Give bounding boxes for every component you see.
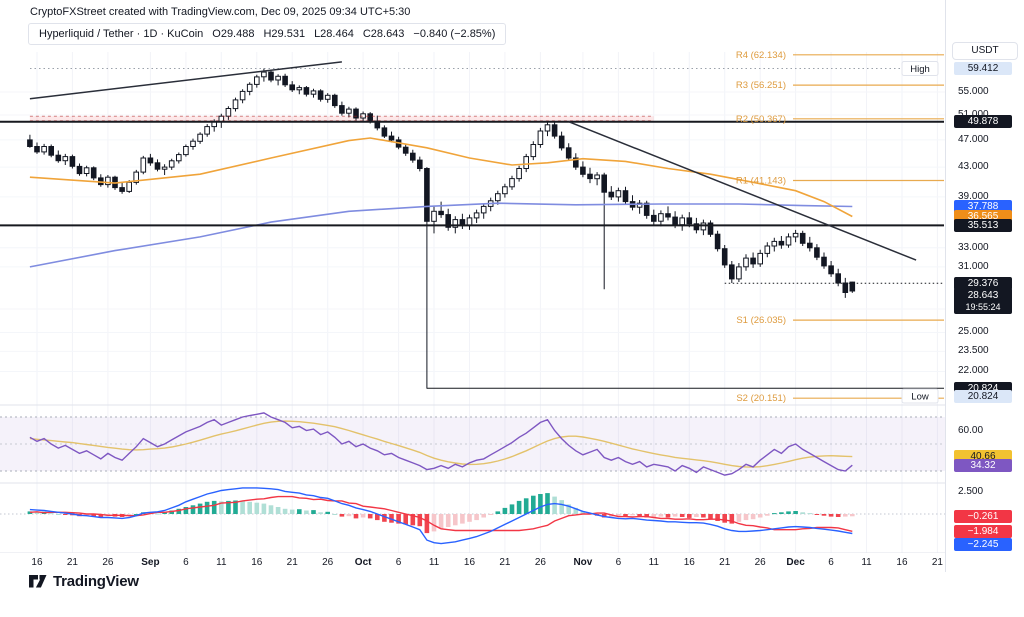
time-axis-label: 11 — [428, 557, 440, 568]
macd-histogram — [27, 493, 855, 534]
axis-price-tag: 35.513 — [954, 218, 1012, 232]
symbol-toolbar[interactable]: Hyperliquid / Tether · 1D · KuCoin O29.4… — [28, 23, 507, 45]
time-axis-label: 26 — [102, 557, 114, 568]
time-axis-label: 11 — [648, 557, 660, 568]
axis-price-tag: −0.261 — [954, 509, 1012, 523]
time-axis-label: 11 — [861, 557, 872, 568]
low-pill — [901, 388, 939, 404]
ohlc-low: L28.464 — [314, 28, 354, 40]
pivot-label: R3 (56.251) — [736, 80, 786, 91]
tradingview-logo[interactable]: TradingView — [28, 573, 139, 590]
time-axis-label: 6 — [395, 557, 402, 568]
axis-price-tag: 49.878 — [954, 115, 1012, 129]
axis-tick: 51.000 — [958, 109, 989, 120]
axis-price-tag: 37.788 — [954, 199, 1012, 213]
time-axis-label: 6 — [828, 557, 834, 568]
time-axis-label: Dec — [786, 557, 805, 568]
rsi-ma-line — [29, 420, 853, 468]
watermark-caption: CryptoFXStreet created with TradingView.… — [30, 6, 411, 18]
svg-text:Low: Low — [911, 392, 929, 403]
ma-slow-line — [29, 202, 853, 268]
countdown-timer: 19:55:24 — [965, 302, 1001, 312]
time-axis-label: 26 — [754, 557, 766, 568]
pivot-label: S1 (26.035) — [736, 315, 786, 326]
axis-price-tag: 59.412 — [954, 61, 1012, 75]
axis-tick: 55.000 — [958, 86, 989, 97]
ohlc-high: H29.531 — [263, 28, 306, 40]
time-axis-label: Oct — [354, 557, 372, 568]
time-axis-label: 16 — [896, 557, 908, 568]
axis-price-tag: 20.824 — [954, 390, 1012, 403]
time-axis[interactable]: 16 21 26 Sep 6 11 16 21 26 Oct 6 11 16 21 26 Nov 6 11 16 21… — [0, 553, 945, 572]
time-axis-label: 16 — [463, 557, 476, 568]
time-axis-label: 21 — [931, 557, 943, 568]
price-pane[interactable]: R4 (62.134) R3 (56.251) R2 (50.367) R1 (41.… — [0, 50, 944, 404]
time-axis-label: 16 — [683, 557, 695, 568]
trendline — [568, 121, 917, 261]
ma-fast-line — [29, 137, 853, 218]
time-axis-label: 11 — [216, 557, 227, 568]
axis-tick: 39.000 — [958, 190, 989, 202]
axis-tick: 43.000 — [958, 161, 989, 173]
pivot-label: R2 (50.367) — [736, 114, 786, 125]
pivot-label: S2 (20.151) — [736, 393, 786, 404]
time-axis-label: 6 — [183, 557, 189, 568]
axis-price-tag: −1.984 — [954, 524, 1012, 538]
svg-text:High: High — [910, 64, 930, 75]
axis-tick: 22.000 — [958, 365, 989, 377]
time-axis-label: Sep — [141, 557, 160, 568]
currency-button[interactable]: USDT — [952, 42, 1018, 60]
ohlc-open: O29.488 — [212, 28, 255, 40]
axis-price-tag: −2.245 — [954, 538, 1012, 551]
axis-tick: 25.000 — [958, 326, 989, 338]
pivot-label: R1 (41.143) — [736, 176, 786, 187]
price-axis[interactable]: USDT 55.000 51.000 47.000 43.000 39.000 33.00… — [945, 0, 1024, 572]
candles-layer — [27, 71, 856, 293]
macd-signal-line — [29, 495, 853, 532]
price-change: −0.840 (−2.85%) — [413, 28, 496, 40]
axis-tick: 60.00 — [958, 424, 984, 436]
macd-pane[interactable] — [0, 487, 945, 545]
time-axis-label: 16 — [31, 557, 43, 568]
high-pill — [901, 61, 939, 76]
axis-price-tag: 34.32 — [954, 458, 1012, 472]
axis-price-tag: 29.376 — [954, 276, 1012, 290]
time-axis-label: 16 — [251, 557, 263, 568]
time-axis-label: 21 — [286, 557, 298, 568]
grid-layer — [0, 52, 945, 553]
pivot-label: R4 (62.134) — [736, 50, 786, 61]
supply-zone — [29, 116, 654, 122]
time-axis-label: Nov — [573, 557, 593, 568]
time-axis-label: 26 — [322, 557, 334, 568]
time-axis-label: 21 — [66, 557, 78, 568]
macd-line — [29, 487, 853, 545]
axis-tick: 31.000 — [958, 260, 989, 272]
ohlc-close: C28.643 — [362, 28, 405, 40]
axis-tick: 47.000 — [958, 133, 989, 145]
rsi-line — [29, 412, 853, 476]
symbol-title[interactable]: Hyperliquid / Tether · 1D · KuCoin — [39, 28, 204, 40]
axis-tick: 23.500 — [958, 345, 989, 357]
time-axis-label: 21 — [499, 557, 511, 568]
tradingview-mark-icon — [29, 575, 47, 588]
time-axis-label: 6 — [615, 557, 622, 568]
axis-price-tag: 28.643 19:55:24 — [954, 288, 1012, 314]
time-axis-label: 21 — [719, 557, 731, 568]
trendline — [29, 61, 342, 100]
axis-tick: 33.000 — [958, 241, 989, 253]
rsi-pane[interactable] — [0, 412, 945, 476]
axis-tick: 2.500 — [958, 486, 984, 498]
time-axis-label: 26 — [534, 557, 546, 568]
tradingview-logo-text: TradingView — [53, 573, 139, 590]
